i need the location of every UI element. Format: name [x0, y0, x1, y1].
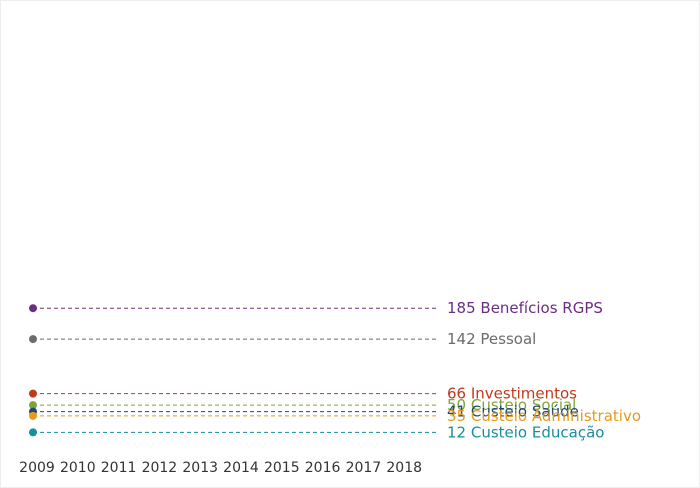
reference-lines: [33, 307, 438, 433]
x-tick-2013: 2013: [182, 460, 218, 476]
series-label-pessoal: 142 Pessoal: [447, 330, 536, 348]
data-point-custeio-educacao[interactable]: [29, 428, 37, 437]
data-points: [29, 304, 37, 437]
x-tick-2010: 2010: [60, 460, 96, 476]
data-point-investimentos[interactable]: [29, 389, 37, 398]
x-tick-2014: 2014: [223, 460, 259, 476]
series-label-investimentos: 66 Investimentos: [447, 385, 577, 403]
x-tick-2009: 2009: [19, 460, 55, 476]
x-tick-2015: 2015: [264, 460, 300, 476]
data-point-custeio-social[interactable]: [29, 401, 37, 410]
series-label-custeio-educacao: 12 Custeio Educação: [447, 423, 604, 441]
series-labels: 185 Benefícios RGPS 142 Pessoal 66 Investi…: [447, 299, 641, 441]
x-tick-2017: 2017: [346, 460, 382, 476]
series-label-custeio-social: 50 Custeio Social: [447, 396, 576, 414]
x-tick-2018: 2018: [386, 460, 422, 476]
series-label-custeio-saude: 41 Custeio Saúde: [447, 403, 579, 421]
x-tick-2016: 2016: [305, 460, 341, 476]
x-tick-2011: 2011: [101, 460, 137, 476]
data-point-beneficios-rgps[interactable]: [29, 304, 37, 313]
x-axis-ticks: 2009 2010 2011 2012 2013 2014 2015 2016 2017 2018: [19, 460, 422, 476]
series-label-beneficios-rgps: 185 Benefícios RGPS: [447, 299, 603, 317]
series-label-custeio-administrativo: 35 Custeio Administrativo: [447, 407, 641, 425]
data-point-custeio-administrativo[interactable]: [29, 411, 37, 420]
x-tick-2012: 2012: [142, 460, 178, 476]
data-point-pessoal[interactable]: [29, 335, 37, 344]
